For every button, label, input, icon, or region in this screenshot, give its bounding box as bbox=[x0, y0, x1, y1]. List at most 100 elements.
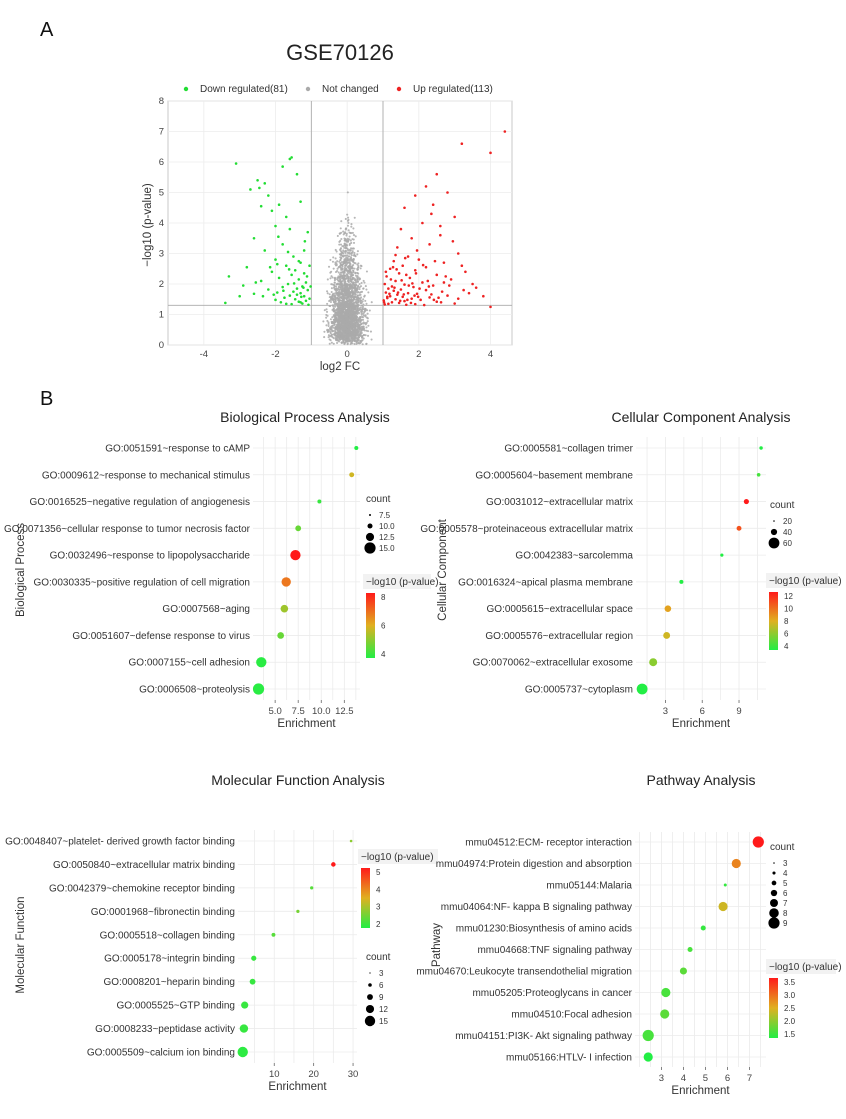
point-not-changed bbox=[340, 237, 343, 241]
point-not-changed bbox=[346, 283, 349, 286]
x-tick-label: -2 bbox=[271, 349, 279, 360]
point-not-changed bbox=[340, 263, 343, 266]
point-not-changed bbox=[340, 261, 344, 264]
point-not-changed bbox=[354, 339, 357, 342]
point-not-changed bbox=[336, 296, 339, 299]
point-not-changed bbox=[339, 243, 343, 246]
point-up-regulated bbox=[413, 294, 416, 297]
category-label: GO:0042379~chemokine receptor binding bbox=[49, 883, 235, 894]
point-up-regulated bbox=[482, 294, 485, 298]
size-legend-label: 5 bbox=[783, 879, 788, 888]
point-down-regulated bbox=[227, 275, 231, 278]
point-not-changed bbox=[345, 273, 348, 276]
point-down-regulated bbox=[263, 249, 267, 252]
size-legend-label: 6 bbox=[379, 981, 384, 990]
point-not-changed bbox=[346, 328, 350, 331]
point-not-changed bbox=[339, 271, 342, 274]
point-up-regulated bbox=[392, 289, 396, 293]
point-down-regulated bbox=[277, 235, 280, 239]
point-not-changed bbox=[329, 332, 332, 335]
size-legend-dot bbox=[770, 899, 778, 907]
point-not-changed bbox=[339, 247, 343, 250]
point-down-regulated bbox=[302, 272, 306, 275]
point-not-changed bbox=[350, 241, 353, 244]
color-legend-label: 2.5 bbox=[784, 1004, 796, 1013]
point-not-changed bbox=[356, 338, 359, 341]
point-not-changed bbox=[326, 302, 329, 305]
point-not-changed bbox=[330, 283, 333, 286]
enrichment-dot bbox=[251, 955, 257, 961]
legend-label: Down regulated(81) bbox=[200, 84, 288, 95]
color-legend-label: 8 bbox=[784, 617, 789, 626]
category-label: GO:0051607~defense response to virus bbox=[72, 631, 250, 642]
category-label: GO:0005509~calcium ion binding bbox=[87, 1048, 235, 1059]
point-not-changed bbox=[329, 328, 332, 331]
size-legend-dot bbox=[770, 889, 778, 897]
point-not-changed bbox=[334, 248, 337, 252]
point-down-regulated bbox=[252, 236, 256, 240]
point-not-changed bbox=[358, 294, 361, 297]
point-not-changed bbox=[336, 267, 339, 270]
size-legend-label: 40 bbox=[783, 528, 792, 537]
point-up-regulated bbox=[433, 259, 437, 263]
point-up-regulated bbox=[394, 297, 397, 301]
point-down-regulated bbox=[297, 278, 301, 281]
point-not-changed bbox=[352, 325, 355, 328]
point-not-changed bbox=[364, 299, 367, 302]
point-up-regulated bbox=[396, 293, 399, 296]
point-not-changed bbox=[354, 278, 357, 281]
point-not-changed bbox=[356, 263, 359, 266]
point-not-changed bbox=[344, 251, 347, 254]
point-not-changed bbox=[351, 323, 354, 326]
point-not-changed bbox=[346, 224, 350, 227]
point-up-regulated bbox=[408, 276, 412, 280]
size-legend-dot bbox=[365, 1004, 375, 1014]
point-not-changed bbox=[351, 292, 354, 295]
point-not-changed bbox=[350, 314, 353, 317]
point-not-changed bbox=[365, 326, 368, 329]
point-not-changed bbox=[352, 238, 355, 241]
size-legend-dot bbox=[773, 862, 775, 864]
category-label: mmu04512:ECM- receptor interaction bbox=[465, 838, 632, 849]
point-up-regulated bbox=[388, 294, 392, 298]
size-legend-dot bbox=[771, 880, 777, 886]
enrichment-dot bbox=[743, 498, 749, 505]
point-not-changed bbox=[327, 265, 331, 268]
category-label: mmu04974:Protein digestion and absorptio… bbox=[436, 859, 632, 870]
point-not-changed bbox=[366, 320, 369, 323]
point-not-changed bbox=[342, 262, 345, 265]
category-label: mmu01230:Biosynthesis of amino acids bbox=[456, 924, 632, 935]
point-not-changed bbox=[326, 328, 329, 331]
point-down-regulated bbox=[272, 293, 276, 296]
point-up-regulated bbox=[413, 302, 417, 306]
point-down-regulated bbox=[277, 276, 281, 280]
enrichment-dot bbox=[661, 987, 671, 998]
size-legend-label: 9 bbox=[379, 993, 384, 1002]
point-up-regulated bbox=[396, 291, 400, 294]
y-tick-label: 5 bbox=[159, 188, 164, 199]
point-up-regulated bbox=[426, 279, 430, 283]
point-down-regulated bbox=[245, 265, 249, 269]
point-not-changed bbox=[349, 256, 353, 259]
point-not-changed bbox=[341, 285, 344, 289]
point-not-changed bbox=[359, 285, 363, 288]
point-down-regulated bbox=[300, 295, 303, 299]
point-not-changed bbox=[359, 320, 362, 323]
point-not-changed bbox=[340, 254, 343, 257]
point-not-changed bbox=[346, 315, 349, 318]
enrichment-dot bbox=[664, 605, 672, 612]
point-down-regulated bbox=[290, 302, 293, 306]
point-not-changed bbox=[357, 272, 360, 275]
point-not-changed bbox=[338, 318, 341, 321]
point-not-changed bbox=[339, 309, 342, 312]
point-not-changed bbox=[330, 296, 333, 299]
point-up-regulated bbox=[412, 285, 415, 289]
point-up-regulated bbox=[431, 284, 435, 287]
point-up-regulated bbox=[424, 265, 428, 269]
point-not-changed bbox=[358, 288, 361, 291]
point-down-regulated bbox=[252, 292, 256, 296]
point-not-changed bbox=[359, 334, 362, 337]
x-tick-label: 4 bbox=[488, 349, 493, 360]
point-not-changed bbox=[364, 314, 367, 317]
enrichment-dot bbox=[239, 1024, 249, 1033]
